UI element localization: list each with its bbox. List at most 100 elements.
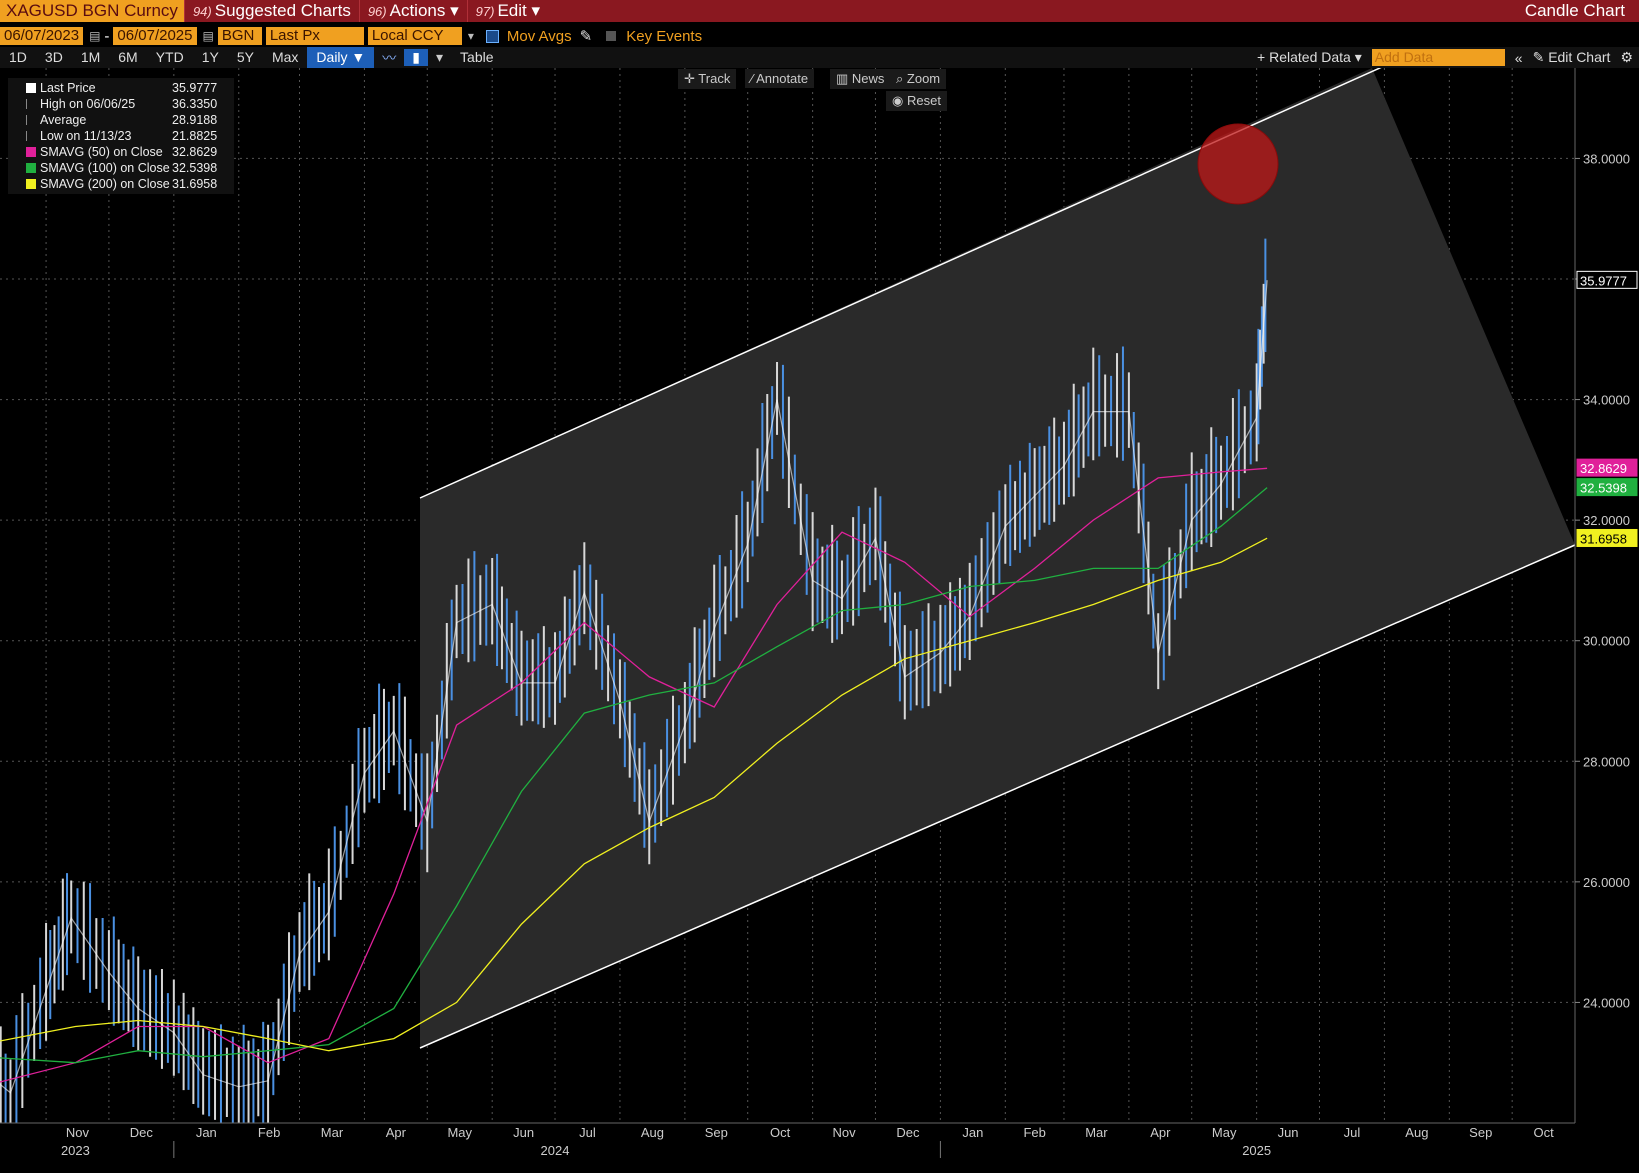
- menu-suggested-charts[interactable]: 94) Suggested Charts: [183, 0, 359, 22]
- field-selector[interactable]: Last Px: [265, 27, 364, 45]
- reset-button[interactable]: ◉ Reset: [886, 91, 947, 111]
- moving-average-line: [0, 487, 1268, 1064]
- last-value-text: 31.6958: [1580, 531, 1627, 546]
- caret-down-icon: ▾: [450, 1, 459, 20]
- period-ytd[interactable]: YTD: [155, 49, 184, 65]
- annotate-icon: ∕: [751, 71, 754, 86]
- menu-number: 94): [192, 4, 212, 19]
- zoom-label: Zoom: [906, 71, 941, 86]
- ticker-field[interactable]: XAGUSD BGN Curncy: [0, 0, 184, 22]
- calendar-icon[interactable]: ▤: [89, 29, 101, 43]
- x-tick-label: Oct: [770, 1125, 791, 1140]
- y-tick-label: 28.0000: [1583, 754, 1630, 769]
- start-date-field[interactable]: 06/07/2023: [0, 27, 84, 45]
- y-tick-label: 24.0000: [1583, 995, 1630, 1010]
- period-max[interactable]: Max: [271, 49, 299, 65]
- currency-selector[interactable]: Local CCY: [367, 27, 462, 45]
- x-axis-panel: [0, 1123, 1575, 1165]
- period-1d[interactable]: 1D: [9, 49, 27, 65]
- x-axis: Nov Dec Jan Feb Mar Apr May Jun Jul Aug Sep Oct Nov D…: [61, 1125, 1554, 1158]
- mov-avgs-checkbox[interactable]: [485, 29, 499, 43]
- related-data-label: + Related Data: [1257, 49, 1351, 65]
- table-button[interactable]: Table: [460, 49, 494, 65]
- window-title: Candle Chart: [1524, 1, 1625, 20]
- period-1y[interactable]: 1Y: [201, 49, 219, 65]
- gear-icon[interactable]: ⚙: [1620, 49, 1633, 65]
- chart-legend: Last Price 35.9777 High on 06/06/25 36.3350…: [8, 78, 234, 194]
- last-value-labels: 35.9777 32.8629 32.5398 31.6958: [1576, 270, 1638, 547]
- legend-swatch: [26, 131, 36, 141]
- price-chart[interactable]: 24.0000 26.0000 28.0000 30.0000 32.0000 34.00…: [0, 68, 1639, 1173]
- candle-chart-icon[interactable]: ▮: [404, 49, 429, 66]
- last-value-text: 32.5398: [1580, 481, 1627, 496]
- y-tick-label: 30.0000: [1583, 634, 1630, 649]
- legend-label: Last Price: [40, 81, 96, 95]
- source-field[interactable]: BGN: [217, 27, 262, 45]
- menu-actions[interactable]: 96) Actions ▾: [358, 0, 467, 22]
- channel-upper-line: [419, 68, 1382, 499]
- dropdown-icon[interactable]: ▾: [467, 29, 474, 43]
- pencil-icon[interactable]: ✎: [579, 28, 593, 45]
- edit-chart-button[interactable]: ✎ Edit Chart: [1533, 49, 1611, 66]
- legend-value: 31.6958: [172, 177, 218, 191]
- key-events-checkbox[interactable]: [606, 31, 617, 41]
- legend-label: High on 06/06/25: [40, 97, 136, 111]
- zoom-tool[interactable]: ⌕ Zoom: [890, 69, 947, 89]
- y-tick-label: 34.0000: [1583, 393, 1630, 408]
- magnifier-icon: ⌕: [896, 71, 904, 86]
- frequency-selector[interactable]: Daily ▼: [307, 47, 375, 68]
- annotate-label: Annotate: [756, 71, 809, 86]
- date-range-bar: 06/07/2023 ▤ - 06/07/2025 ▤ BGN Last Px Lo…: [0, 26, 702, 46]
- end-date-field[interactable]: 06/07/2025: [113, 27, 197, 45]
- y-tick-label: 38.0000: [1583, 151, 1630, 166]
- channel-lower-line: [419, 544, 1576, 1049]
- legend-label: SMAVG (100) on Close: [40, 161, 170, 175]
- collapse-icon[interactable]: «: [1514, 49, 1523, 66]
- price-channel: [420, 68, 1575, 1048]
- moving-average-line: [0, 467, 1268, 1083]
- legend-swatch: [26, 83, 36, 93]
- x-year-label: 2025: [1242, 1143, 1271, 1158]
- legend-label: Low on 11/13/23: [40, 129, 132, 143]
- legend-swatch: [26, 115, 36, 125]
- news-tool[interactable]: ▥ News: [830, 69, 891, 89]
- x-tick-label: Aug: [641, 1125, 664, 1140]
- period-1m[interactable]: 1M: [80, 49, 101, 65]
- menu-label: Suggested Charts: [214, 1, 351, 20]
- date-separator: -: [104, 27, 110, 45]
- last-value-tag: [1576, 478, 1638, 497]
- period-3d[interactable]: 3D: [44, 49, 63, 65]
- related-data-button[interactable]: + Related Data ▾: [1257, 49, 1362, 65]
- pencil-icon: ✎: [1532, 49, 1545, 65]
- track-tool[interactable]: ✛ Track: [678, 69, 737, 89]
- top-menu-bar: XAGUSD BGN Curncy 94) Suggested Charts 96…: [0, 0, 1639, 22]
- last-value-tag: [1576, 458, 1638, 477]
- x-tick-label: Jul: [1344, 1125, 1361, 1140]
- last-value-tag: [1576, 270, 1638, 289]
- legend-row: Average 28.9188: [8, 112, 234, 128]
- key-events-label: Key Events: [626, 27, 703, 45]
- x-tick-label: May: [447, 1125, 472, 1140]
- add-data-input[interactable]: Add Data: [1371, 49, 1505, 66]
- x-year-label: 2023: [61, 1143, 90, 1158]
- menu-number: 96): [367, 4, 387, 19]
- period-5y[interactable]: 5Y: [236, 49, 254, 65]
- legend-row: SMAVG (100) on Close 32.5398: [8, 160, 234, 176]
- menu-edit[interactable]: 97) Edit ▾: [466, 0, 548, 22]
- annotate-tool[interactable]: ∕ Annotate: [745, 69, 815, 88]
- period-6m[interactable]: 6M: [118, 49, 138, 65]
- last-value-text: 35.9777: [1580, 273, 1627, 288]
- x-tick-label: Jan: [196, 1125, 217, 1140]
- legend-row: Low on 11/13/23 21.8825: [8, 128, 234, 144]
- menu-label: Edit: [497, 1, 527, 20]
- legend-row: Last Price 35.9777: [8, 80, 234, 96]
- frequency-label: Daily: [316, 49, 348, 65]
- line-chart-icon[interactable]: 〰: [382, 49, 397, 66]
- menu-number: 97): [475, 4, 495, 19]
- legend-label: SMAVG (50) on Close: [40, 145, 163, 159]
- chart-type-dropdown-icon[interactable]: ▾: [436, 49, 444, 65]
- legend-swatch: [26, 147, 36, 157]
- last-value-tag: [1576, 528, 1638, 547]
- x-tick-label: Nov: [66, 1125, 90, 1140]
- calendar-icon[interactable]: ▤: [202, 29, 214, 43]
